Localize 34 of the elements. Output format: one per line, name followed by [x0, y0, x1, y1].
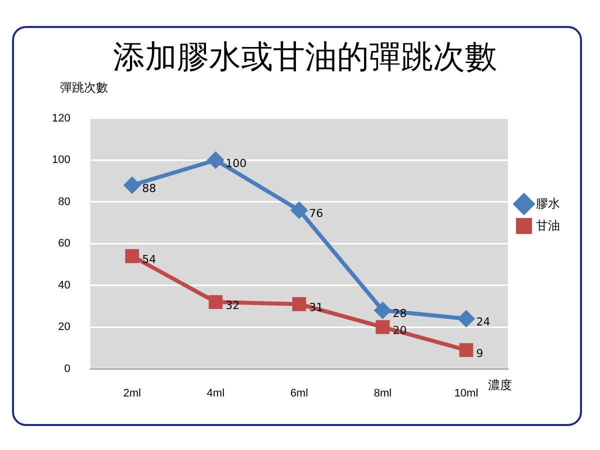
- y-axis-title: 彈跳次數: [60, 80, 108, 95]
- x-tick-label: 4ml: [206, 387, 225, 400]
- data-label: 88: [142, 182, 156, 196]
- chart-title: 添加膠水或甘油的彈跳次數: [113, 38, 497, 76]
- point: [459, 343, 474, 357]
- point: [374, 302, 391, 318]
- y-tick-label: 60: [58, 238, 70, 250]
- x-tick-label: 10ml: [454, 387, 478, 400]
- y-tick-label: 80: [58, 196, 70, 208]
- y-tick-label: 0: [64, 362, 70, 375]
- point: [124, 177, 140, 194]
- x-tick-label: 6ml: [290, 387, 308, 400]
- point: [458, 310, 474, 327]
- data-label: 100: [226, 156, 247, 170]
- y-tick-label: 120: [52, 112, 70, 124]
- point: [291, 202, 308, 218]
- point: [208, 152, 224, 168]
- point: [125, 249, 140, 264]
- point: [292, 297, 306, 312]
- point: [376, 320, 390, 334]
- data-label: 24: [476, 316, 490, 329]
- data-label: 28: [392, 307, 407, 320]
- point: [208, 295, 223, 309]
- data-label: 54: [142, 252, 156, 266]
- data-label: 9: [476, 346, 484, 360]
- legend-label: 膠水: [536, 196, 560, 210]
- y-tick-label: 100: [52, 154, 70, 166]
- y-tick-label: 40: [58, 279, 70, 292]
- x-axis-title: 濃度: [488, 378, 512, 392]
- x-tick-label: 8ml: [374, 387, 392, 400]
- legend-label: 甘油: [536, 218, 560, 232]
- data-label: 76: [309, 207, 324, 220]
- x-tick-label: 2ml: [123, 387, 141, 400]
- y-tick-label: 20: [58, 321, 70, 334]
